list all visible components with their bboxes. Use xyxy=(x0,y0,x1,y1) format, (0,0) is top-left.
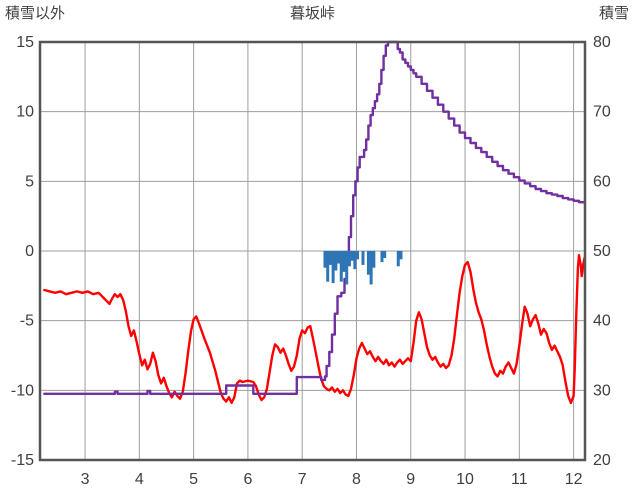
precipitation-blue-bars-bar xyxy=(366,251,370,275)
left-tick-label: -10 xyxy=(11,382,34,399)
left-tick-label: 10 xyxy=(16,104,34,121)
left-tick-label: -5 xyxy=(20,313,34,330)
x-tick-label: 4 xyxy=(135,471,144,488)
precipitation-blue-bars-bar xyxy=(337,251,341,264)
x-tick-label: 7 xyxy=(298,471,307,488)
precipitation-blue-bars-bar xyxy=(323,251,327,268)
precipitation-blue-bars-bar xyxy=(350,251,354,261)
precipitation-blue-bars-bar xyxy=(339,251,343,282)
precipitation-blue-bars-bar xyxy=(326,251,330,282)
chart-title: 暮坂峠 xyxy=(289,5,335,22)
precipitation-blue-bars-bar xyxy=(353,251,357,270)
right-tick-label: 80 xyxy=(593,34,611,51)
precipitation-blue-bars-bar xyxy=(396,251,400,267)
precipitation-blue-bars-bar xyxy=(342,251,346,272)
left-tick-label: -15 xyxy=(11,452,34,469)
x-tick-label: 6 xyxy=(243,471,252,488)
temperature-red-line xyxy=(43,254,586,405)
x-tick-label: 12 xyxy=(565,471,583,488)
precipitation-blue-bars-bar xyxy=(331,251,335,284)
right-tick-label: 60 xyxy=(593,173,611,190)
precipitation-blue-bars-bar xyxy=(347,251,351,267)
left-axis-title: 積雪以外 xyxy=(5,5,66,22)
x-tick-label: 11 xyxy=(511,471,528,488)
precipitation-blue-bars-bar xyxy=(334,251,338,271)
right-axis-title: 積雪 xyxy=(598,5,629,22)
precipitation-blue-bars-bar xyxy=(328,251,332,265)
precipitation-blue-bars-bar xyxy=(380,251,384,263)
precipitation-blue-bars-bar xyxy=(399,251,403,260)
right-tick-label: 50 xyxy=(593,243,611,260)
x-tick-label: 3 xyxy=(81,471,90,488)
x-tick-label: 9 xyxy=(406,471,415,488)
right-tick-label: 20 xyxy=(593,452,611,469)
x-tick-label: 5 xyxy=(189,471,198,488)
precipitation-blue-bars-bar xyxy=(383,251,387,258)
plot-border xyxy=(38,40,587,462)
precipitation-blue-bars-bar xyxy=(372,251,376,268)
left-tick-label: 5 xyxy=(25,173,34,190)
right-tick-label: 30 xyxy=(593,382,611,399)
precipitation-blue-bars-bar xyxy=(356,251,360,260)
right-tick-label: 70 xyxy=(593,104,611,121)
x-tick-label: 10 xyxy=(456,471,474,488)
precipitation-blue-bars-bar xyxy=(361,251,365,265)
x-tick-label: 8 xyxy=(352,471,361,488)
right-tick-label: 40 xyxy=(593,313,611,330)
left-tick-label: 15 xyxy=(16,34,34,51)
precipitation-blue-bars-bar xyxy=(345,251,349,285)
left-tick-label: 0 xyxy=(25,243,34,260)
precipitation-blue-bars-bar xyxy=(369,251,373,285)
